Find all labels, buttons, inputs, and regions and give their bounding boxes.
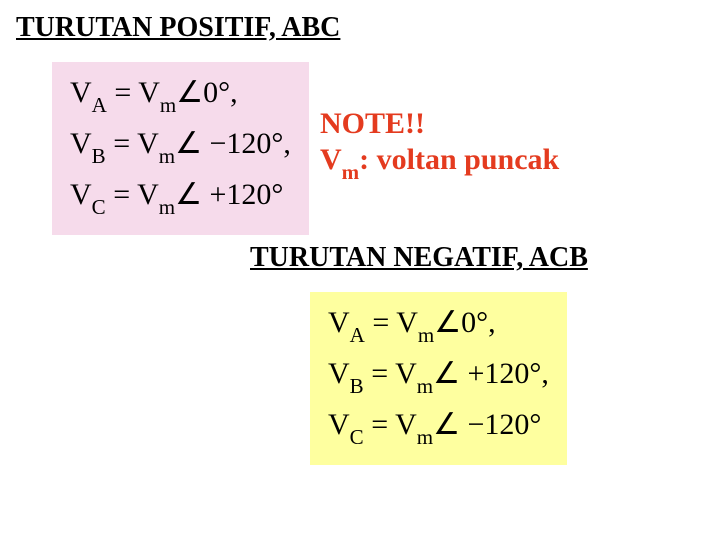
sub-m2b: m <box>417 374 433 398</box>
eq-vb-positive: VB = Vm∠ −120°, <box>70 123 291 174</box>
heading-positive: TURUTAN POSITIF, ABC <box>16 12 340 44</box>
angle-b: ∠ −120°, <box>175 127 291 160</box>
angle-c2: ∠ −120° <box>433 408 541 441</box>
sub-c: C <box>92 195 106 219</box>
eq-vb-negative: VB = Vm∠ +120°, <box>328 353 549 404</box>
sub-m2: m <box>418 323 434 347</box>
sub-b2: B <box>350 374 364 398</box>
note-v-sub: m <box>342 160 360 184</box>
sub-m: m <box>160 93 176 117</box>
note-line1: NOTE!! <box>320 106 559 142</box>
eq-va-positive: VA = Vm∠0°, <box>70 72 291 123</box>
equation-box-positive: VA = Vm∠0°, VB = Vm∠ −120°, VC = Vm∠ +12… <box>52 62 309 235</box>
eq-vc-negative: VC = Vm∠ −120° <box>328 404 549 455</box>
angle-a: ∠0°, <box>176 76 237 109</box>
eq-vc-positive: VC = Vm∠ +120° <box>70 174 291 225</box>
note-v: V <box>320 143 342 176</box>
sub-m: m <box>159 195 175 219</box>
note-line2: Vm: voltan puncak <box>320 142 559 182</box>
sub-a2: A <box>350 323 365 347</box>
angle-a2: ∠0°, <box>434 306 495 339</box>
sub-m2c: m <box>417 425 433 449</box>
eq-va-negative: VA = Vm∠0°, <box>328 302 549 353</box>
angle-b2: ∠ +120°, <box>433 357 549 390</box>
heading-negative: TURUTAN NEGATIF, ACB <box>250 242 588 274</box>
equation-box-negative: VA = Vm∠0°, VB = Vm∠ +120°, VC = Vm∠ −12… <box>310 292 567 465</box>
sub-m: m <box>159 144 175 168</box>
sub-b: B <box>92 144 106 168</box>
note-box: NOTE!! Vm: voltan puncak <box>320 106 559 182</box>
note-rest: : voltan puncak <box>359 143 559 176</box>
angle-c: ∠ +120° <box>175 178 283 211</box>
sub-a: A <box>92 93 107 117</box>
sub-c2: C <box>350 425 364 449</box>
